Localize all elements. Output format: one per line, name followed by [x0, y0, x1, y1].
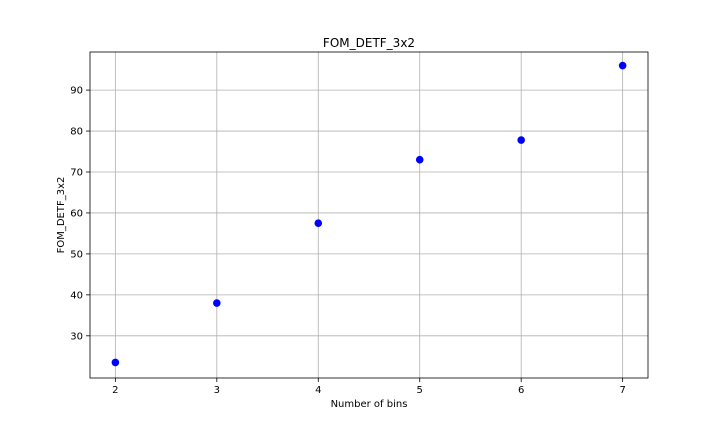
x-tick-label: 2 — [112, 385, 118, 396]
chart-title: FOM_DETF_3x2 — [323, 36, 415, 50]
y-tick-label: 30 — [70, 331, 83, 342]
y-tick-label: 40 — [70, 290, 83, 301]
y-tick-label: 90 — [70, 86, 83, 97]
x-tick-label: 7 — [619, 385, 625, 396]
data-point — [111, 358, 120, 367]
y-tick-label: 80 — [70, 127, 83, 138]
data-point — [213, 299, 221, 307]
data-point — [618, 61, 627, 70]
grid — [90, 52, 648, 378]
plot-frame — [89, 51, 649, 379]
y-axis-label: FOM_DETF_3x2 — [56, 177, 67, 254]
x-axis-label: Number of bins — [331, 399, 408, 410]
x-tick-label: 6 — [518, 385, 524, 396]
x-tick-label: 4 — [315, 385, 321, 396]
y-tick-label: 70 — [70, 167, 83, 178]
x-tick-label: 3 — [214, 385, 220, 396]
axis-ticks: 2 3 4 5 6 7 30 40 50 60 70 80 90 — [70, 86, 626, 396]
data-point — [314, 219, 323, 227]
y-tick-label: 50 — [70, 249, 83, 260]
data-point — [517, 136, 525, 144]
data-point — [415, 155, 424, 164]
x-tick-label: 5 — [417, 385, 423, 396]
data-points — [111, 61, 627, 367]
y-tick-label: 60 — [70, 208, 83, 219]
